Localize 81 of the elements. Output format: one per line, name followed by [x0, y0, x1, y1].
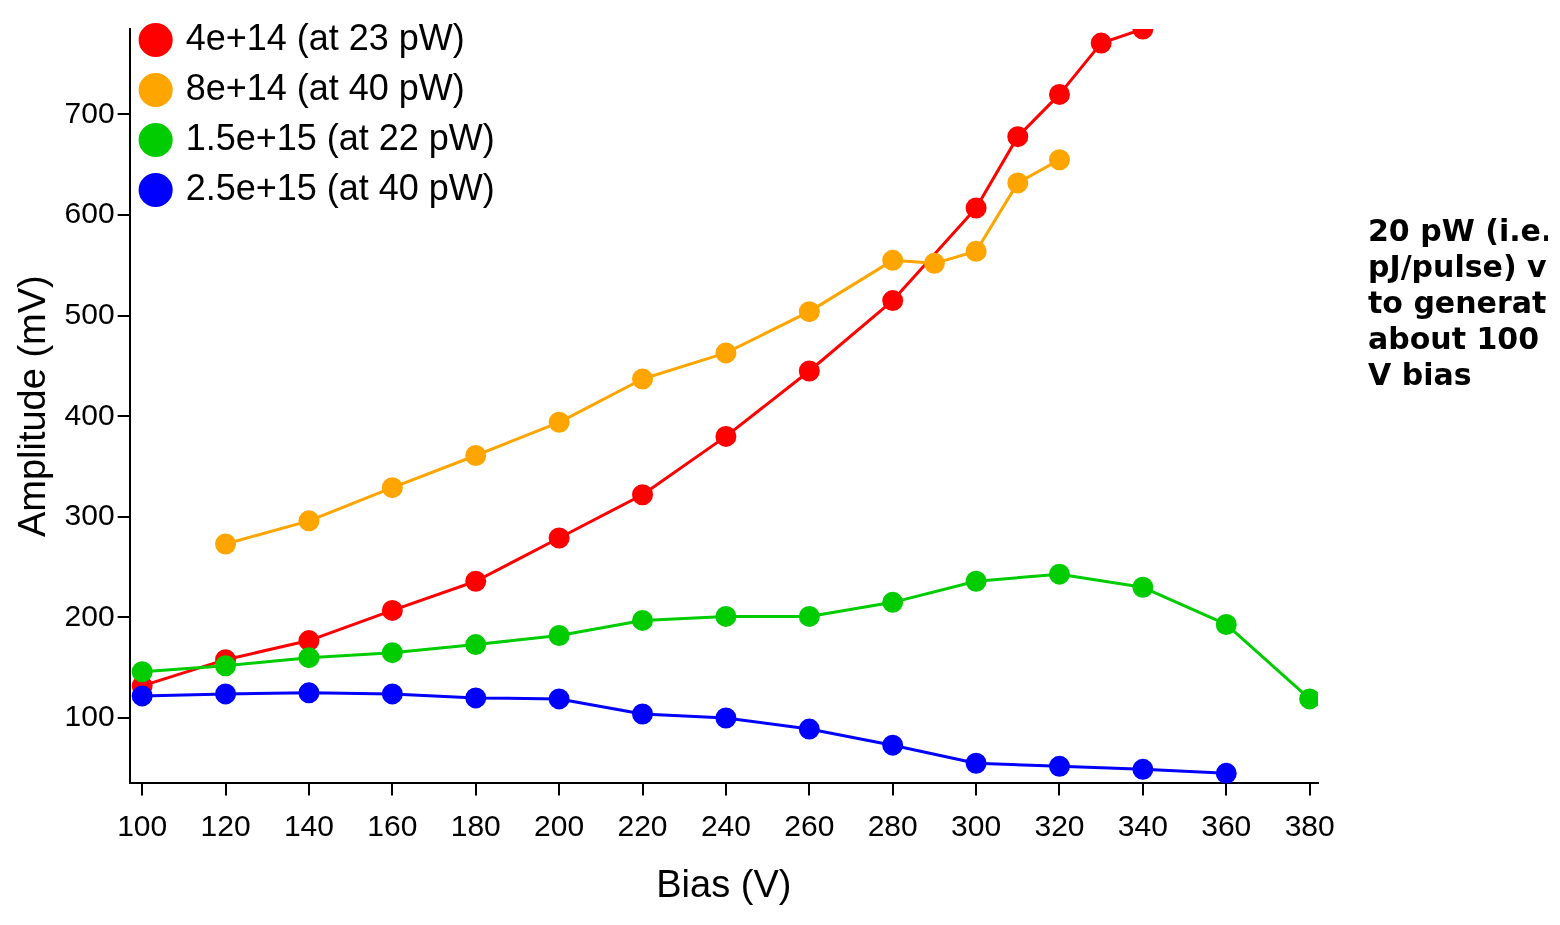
x-tick-label: 260 [784, 808, 835, 842]
point [131, 685, 153, 707]
point [923, 252, 945, 274]
y-tick-label: 200 [64, 598, 115, 632]
point [715, 707, 737, 729]
point [548, 688, 570, 710]
point [298, 510, 320, 532]
x-tick-label: 240 [700, 808, 751, 842]
y-tick-label: 300 [64, 498, 115, 532]
legend-label: 1.5e+15 (at 22 pW) [185, 116, 495, 158]
point [798, 718, 820, 740]
legend-label: 2.5e+15 (at 40 pW) [185, 166, 495, 208]
point [798, 301, 820, 323]
point [632, 484, 654, 506]
y-tick-label: 400 [64, 397, 115, 431]
point [1215, 613, 1237, 635]
x-tick-label: 120 [200, 808, 251, 842]
point [1048, 755, 1070, 777]
point [1132, 758, 1154, 780]
x-tick-label: 280 [867, 808, 918, 842]
point [215, 655, 237, 677]
point [1048, 149, 1070, 171]
y-tick-label: 600 [64, 196, 115, 230]
point [632, 703, 654, 725]
point [1132, 576, 1154, 598]
point [798, 605, 820, 627]
x-tick-label: 100 [117, 808, 168, 842]
x-tick-label: 380 [1284, 808, 1335, 842]
point [882, 734, 904, 756]
point [381, 683, 403, 705]
point [1007, 172, 1029, 194]
point [882, 249, 904, 271]
y-axis-title: Amplitude (mV) [11, 275, 54, 538]
point [465, 570, 487, 592]
point [715, 342, 737, 364]
x-axis-title: Bias (V) [656, 862, 792, 905]
point [298, 630, 320, 652]
point [715, 425, 737, 447]
x-tick-label: 340 [1117, 808, 1168, 842]
point [965, 197, 987, 219]
point [298, 682, 320, 704]
point [965, 240, 987, 262]
point [465, 634, 487, 656]
x-tick-label: 320 [1034, 808, 1085, 842]
x-tick-label: 140 [283, 808, 334, 842]
point [715, 605, 737, 627]
point [632, 609, 654, 631]
y-tick-label: 500 [64, 296, 115, 330]
point [215, 683, 237, 705]
point [548, 411, 570, 433]
point [1215, 762, 1237, 784]
point [965, 570, 987, 592]
point [1048, 83, 1070, 105]
legend-label: 8e+14 (at 40 pW) [185, 66, 465, 108]
point [965, 752, 987, 774]
point [548, 527, 570, 549]
point [798, 360, 820, 382]
point [465, 687, 487, 709]
point [381, 599, 403, 621]
legend-label: 4e+14 (at 23 pW) [185, 16, 465, 58]
point [882, 591, 904, 613]
point [1007, 126, 1029, 148]
point [298, 647, 320, 669]
x-tick-label: 220 [617, 808, 668, 842]
x-tick-label: 200 [534, 808, 585, 842]
point [131, 661, 153, 683]
y-tick-label: 100 [64, 699, 115, 733]
point [381, 642, 403, 664]
x-tick-label: 160 [367, 808, 418, 842]
x-tick-label: 180 [450, 808, 501, 842]
point [882, 290, 904, 312]
point [465, 444, 487, 466]
x-tick-label: 300 [951, 808, 1002, 842]
point [1090, 32, 1112, 54]
point [548, 625, 570, 647]
point [381, 477, 403, 499]
point [632, 368, 654, 390]
point [1048, 563, 1070, 585]
x-tick-label: 360 [1201, 808, 1252, 842]
y-tick-label: 700 [64, 95, 115, 129]
point [215, 533, 237, 555]
